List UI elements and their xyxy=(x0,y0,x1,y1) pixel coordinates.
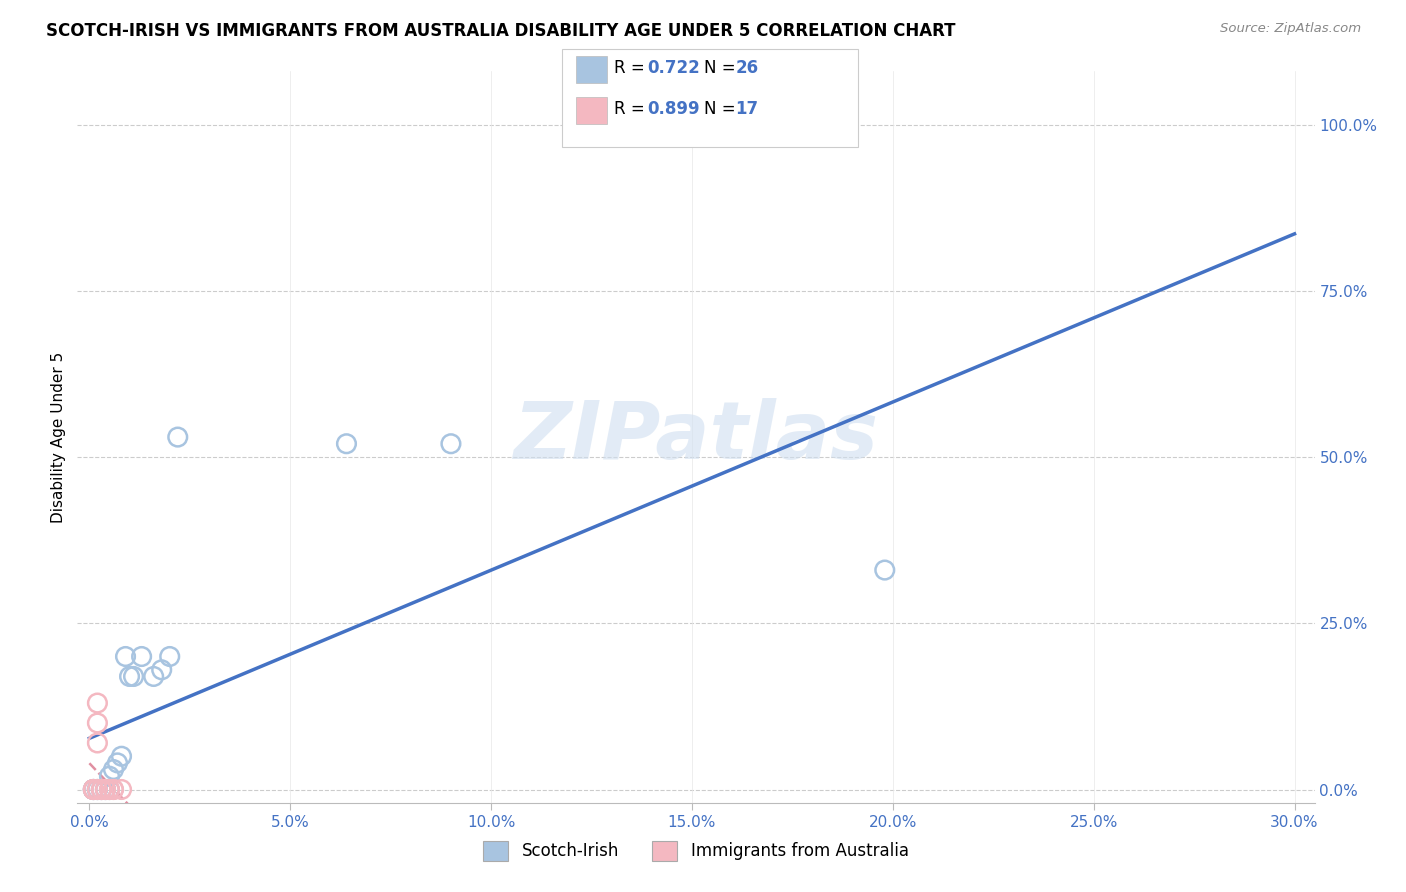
Point xyxy=(98,782,121,797)
Point xyxy=(90,782,112,797)
Point xyxy=(166,430,188,444)
Point xyxy=(103,763,125,777)
Text: 26: 26 xyxy=(735,59,758,77)
Point xyxy=(114,649,136,664)
Point xyxy=(110,782,132,797)
Point xyxy=(94,782,117,797)
Point xyxy=(82,782,104,797)
Point xyxy=(159,649,181,664)
Point xyxy=(82,782,104,797)
Point xyxy=(98,782,121,797)
Point xyxy=(110,749,132,764)
Point xyxy=(94,782,117,797)
Point xyxy=(90,782,112,797)
Point xyxy=(103,782,125,797)
Point xyxy=(107,756,129,770)
Point xyxy=(94,782,117,797)
Point xyxy=(86,716,108,731)
Point xyxy=(98,769,121,783)
Point xyxy=(873,563,896,577)
Y-axis label: Disability Age Under 5: Disability Age Under 5 xyxy=(51,351,66,523)
Text: 0.899: 0.899 xyxy=(647,100,699,118)
Point xyxy=(335,436,357,450)
Point xyxy=(142,669,165,683)
Text: N =: N = xyxy=(704,100,741,118)
Text: R =: R = xyxy=(614,100,651,118)
Point xyxy=(82,782,104,797)
Text: SCOTCH-IRISH VS IMMIGRANTS FROM AUSTRALIA DISABILITY AGE UNDER 5 CORRELATION CHA: SCOTCH-IRISH VS IMMIGRANTS FROM AUSTRALI… xyxy=(46,22,956,40)
Point xyxy=(94,782,117,797)
Text: ZIPatlas: ZIPatlas xyxy=(513,398,879,476)
Point xyxy=(90,782,112,797)
Legend: Scotch-Irish, Immigrants from Australia: Scotch-Irish, Immigrants from Australia xyxy=(477,834,915,868)
Point xyxy=(86,782,108,797)
Point xyxy=(103,782,125,797)
Point xyxy=(86,696,108,710)
Point xyxy=(150,663,173,677)
Point xyxy=(90,782,112,797)
Point xyxy=(86,782,108,797)
Point xyxy=(86,736,108,750)
Point xyxy=(82,782,104,797)
Point xyxy=(82,782,104,797)
Point xyxy=(122,669,145,683)
Point xyxy=(440,436,463,450)
Point xyxy=(118,669,141,683)
Text: 17: 17 xyxy=(735,100,758,118)
Text: N =: N = xyxy=(704,59,741,77)
Text: Source: ZipAtlas.com: Source: ZipAtlas.com xyxy=(1220,22,1361,36)
Point xyxy=(86,782,108,797)
Point xyxy=(90,782,112,797)
Point xyxy=(131,649,153,664)
Point xyxy=(82,782,104,797)
Text: 0.722: 0.722 xyxy=(647,59,700,77)
Point xyxy=(98,782,121,797)
Text: R =: R = xyxy=(614,59,651,77)
Point xyxy=(86,782,108,797)
